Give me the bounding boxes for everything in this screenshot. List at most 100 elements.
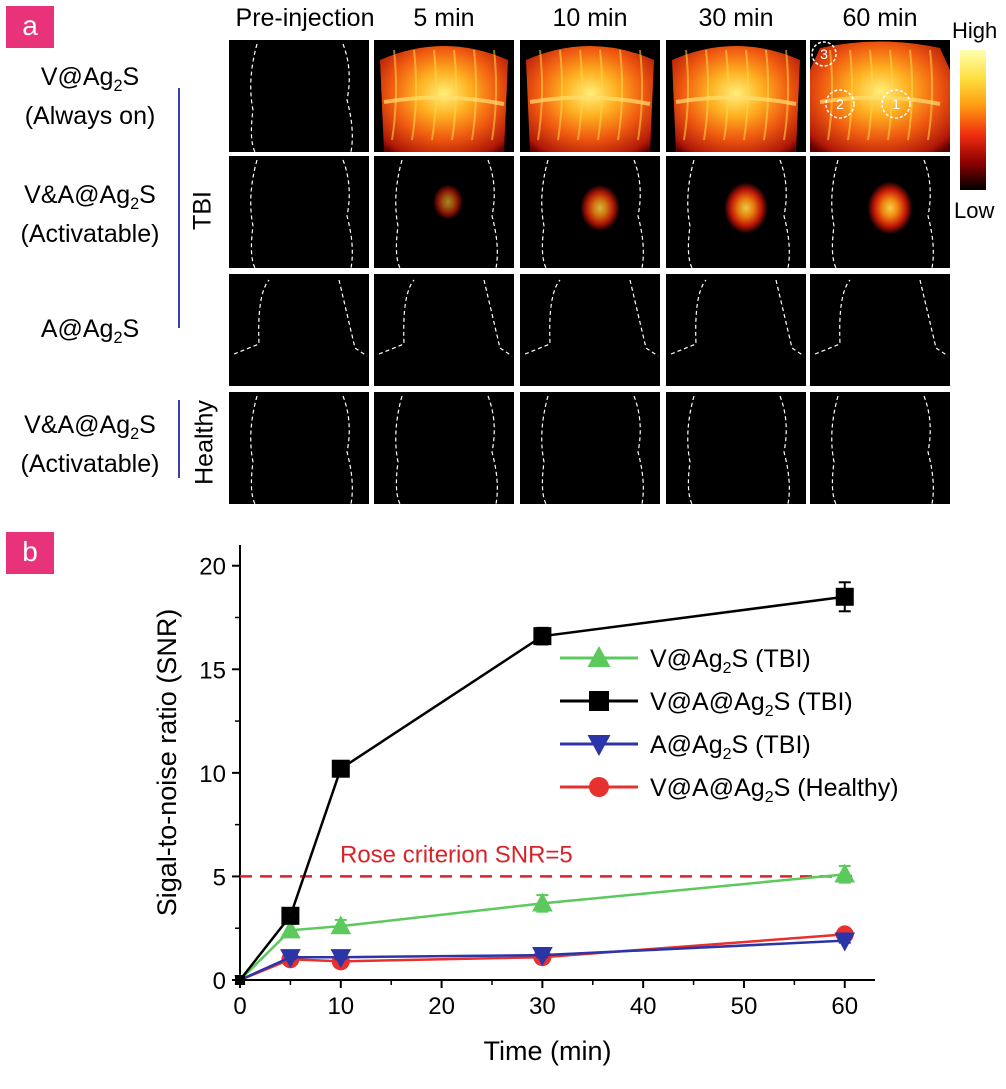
legend-marker-2 bbox=[587, 735, 611, 756]
legend-label-0: V@Ag2S (TBI) bbox=[650, 645, 811, 677]
image-tile-a-ag2s-col2 bbox=[520, 274, 660, 386]
colorbar bbox=[960, 50, 986, 190]
vessel-line bbox=[637, 49, 644, 141]
image-tile-activatable-healthy-col1 bbox=[374, 392, 514, 504]
data-point-series-0 bbox=[532, 892, 553, 912]
head-outline bbox=[687, 395, 790, 504]
x-tick-label: 10 bbox=[327, 993, 354, 1020]
vessel-line bbox=[537, 49, 544, 141]
vessel-line bbox=[723, 49, 730, 141]
roi-3-label: 3 bbox=[820, 46, 828, 62]
head-outline bbox=[378, 279, 513, 357]
roi-2-circle bbox=[825, 89, 855, 119]
image-tile-a-ag2s-col0 bbox=[229, 274, 369, 386]
vessel-line bbox=[847, 49, 854, 141]
head-outline bbox=[831, 159, 934, 268]
legend-marker-0 bbox=[587, 646, 611, 667]
data-point-series-2 bbox=[834, 932, 856, 952]
vessel-line bbox=[617, 49, 624, 141]
head-outline bbox=[541, 395, 644, 504]
head-outline bbox=[670, 279, 805, 357]
image-tile-activatable-tbi-col3 bbox=[666, 156, 806, 268]
vessel-line bbox=[451, 49, 458, 141]
y-tick-label: 20 bbox=[199, 554, 226, 581]
head-outline bbox=[395, 395, 498, 504]
vessel-line bbox=[703, 49, 710, 141]
vessel-line bbox=[683, 49, 690, 141]
head-outline bbox=[233, 279, 368, 357]
x-axis-label: Time (min) bbox=[484, 1036, 612, 1066]
legend-label-1: V@A@Ag2S (TBI) bbox=[650, 688, 853, 720]
row-header-activatable-tbi: V&A@Ag2S (Activatable) bbox=[20, 181, 160, 248]
tbi-signal-spot bbox=[580, 184, 620, 232]
image-tile-activatable-tbi-col2 bbox=[520, 156, 660, 268]
row-header-activatable-healthy: V&A@Ag2S (Activatable) bbox=[20, 411, 160, 478]
vessel-line bbox=[675, 95, 797, 106]
roi-1-circle bbox=[881, 89, 911, 119]
column-header-pre-injection: Pre-injection bbox=[235, 4, 375, 32]
column-header-10-min: 10 min bbox=[552, 4, 628, 32]
head-outline bbox=[250, 395, 353, 504]
vessel-line bbox=[411, 49, 418, 141]
vessel-line bbox=[383, 95, 505, 106]
vessel-line bbox=[391, 49, 398, 141]
tbi-signal-spot bbox=[867, 181, 913, 235]
data-point-series-2 bbox=[532, 947, 553, 966]
data-point-series-0 bbox=[834, 863, 856, 883]
head-outline bbox=[687, 159, 790, 268]
image-tile-always-on-col4: 1 2 3 bbox=[810, 40, 950, 152]
panel-label-b: b bbox=[6, 532, 54, 574]
data-point-series-1 bbox=[835, 587, 854, 606]
vessel-line bbox=[743, 49, 750, 141]
tbi-signal-spot bbox=[724, 182, 768, 234]
image-tile-activatable-healthy-col3 bbox=[666, 392, 806, 504]
y-tick-label: 5 bbox=[213, 864, 226, 891]
roi-1-label: 1 bbox=[892, 96, 900, 112]
head-outline bbox=[831, 395, 934, 504]
y-tick-label: 10 bbox=[199, 761, 226, 788]
vessel-line bbox=[927, 49, 934, 141]
x-tick-label: 50 bbox=[731, 993, 758, 1020]
healthy-group-bracket bbox=[178, 400, 180, 478]
vessel-line bbox=[763, 49, 770, 141]
vessel-line bbox=[907, 49, 914, 141]
image-tile-a-ag2s-col3 bbox=[666, 274, 806, 386]
vessel-line bbox=[557, 49, 564, 141]
legend-label-3: V@A@Ag2S (Healthy) bbox=[650, 774, 899, 806]
image-tile-always-on-col3 bbox=[666, 40, 806, 152]
image-tile-always-on-col2 bbox=[520, 40, 660, 152]
x-tick-label: 40 bbox=[630, 993, 657, 1020]
vessel-line bbox=[577, 49, 584, 141]
colorbar-low-label: Low bbox=[954, 198, 995, 223]
x-tick-label: 0 bbox=[233, 993, 246, 1020]
y-tick-label: 0 bbox=[213, 968, 226, 995]
data-point-series-0 bbox=[280, 919, 301, 939]
image-tile-a-ag2s-col1 bbox=[374, 274, 514, 386]
rose-criterion-label: Rose criterion SNR=5 bbox=[340, 841, 573, 868]
y-axis-label: Sigal-to-noise ratio (SNR) bbox=[152, 609, 182, 917]
tbi-group-bracket bbox=[178, 88, 180, 328]
image-tile-always-on-col1 bbox=[374, 40, 514, 152]
x-tick-label: 60 bbox=[831, 993, 858, 1020]
vessel-line bbox=[529, 95, 651, 106]
column-header-5-min: 5 min bbox=[413, 4, 475, 32]
head-outline bbox=[524, 279, 659, 357]
image-tile-always-on-col0 bbox=[229, 40, 369, 152]
colorbar-high-label: High bbox=[952, 18, 998, 43]
legend-label-2: A@Ag2S (TBI) bbox=[650, 731, 811, 763]
vessel-line bbox=[819, 95, 941, 106]
vessel-line bbox=[431, 49, 438, 141]
column-header-30-min: 30 min bbox=[698, 4, 774, 32]
data-point-series-1 bbox=[235, 975, 245, 985]
vessel-line bbox=[471, 49, 478, 141]
data-point-series-2 bbox=[280, 949, 301, 969]
vessel-line bbox=[827, 49, 834, 141]
row-header-always-on: V@Ag2S (Always on) bbox=[24, 63, 156, 130]
vessel-line bbox=[867, 49, 874, 141]
vessel-line bbox=[597, 49, 604, 141]
panel-label-a: a bbox=[6, 6, 54, 48]
roi-3-circle bbox=[811, 41, 837, 67]
data-point-series-1 bbox=[331, 759, 350, 778]
head-outline bbox=[250, 43, 353, 152]
